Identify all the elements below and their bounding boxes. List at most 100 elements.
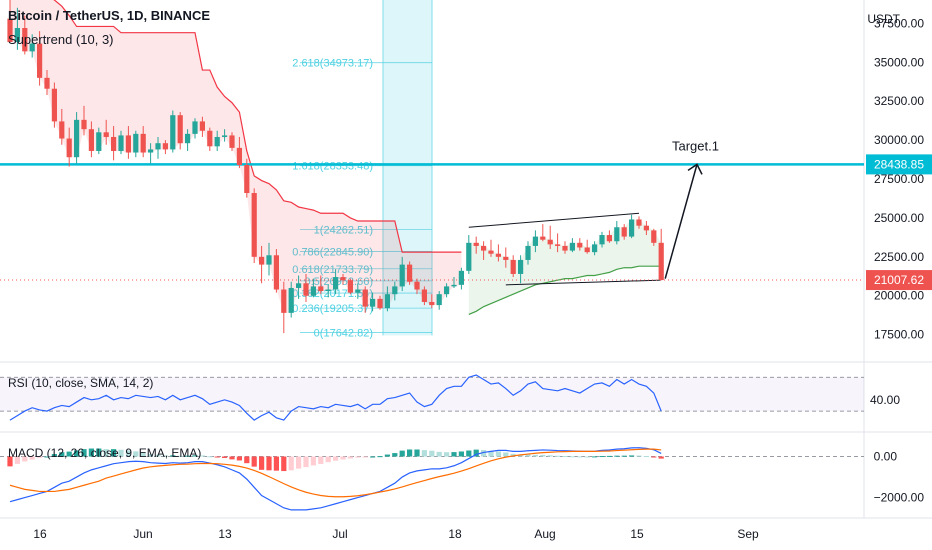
candle-body — [658, 242, 664, 281]
candle-body — [236, 147, 242, 165]
candle-body — [207, 130, 213, 147]
last-price-badge — [866, 270, 932, 291]
time-tick-label: Jun — [133, 527, 152, 541]
macd-histogram-bar — [310, 456, 316, 466]
target-arrow-line — [664, 164, 698, 279]
macd-histogram-bar — [162, 455, 168, 457]
candle-body — [562, 245, 568, 251]
candle-body — [244, 164, 250, 194]
macd-histogram-bar — [199, 455, 205, 457]
candle-body — [7, 18, 13, 43]
macd-histogram-bar — [318, 456, 324, 464]
candle-body — [318, 286, 324, 292]
macd-histogram-bar — [547, 455, 553, 457]
macd-histogram-bar — [251, 456, 257, 467]
target-arrowhead — [687, 163, 703, 175]
macd-histogram-bar — [362, 456, 368, 458]
candle-body — [199, 121, 205, 131]
candle-body — [281, 289, 287, 313]
candle-body — [488, 250, 494, 254]
supertrend-down-line — [53, 0, 462, 253]
candle-body — [296, 283, 302, 288]
macd-histogram-bar — [59, 452, 65, 457]
candle-body — [333, 277, 339, 290]
candle-body — [103, 132, 109, 137]
macd-histogram-bar — [621, 455, 627, 457]
macd-histogram-bar — [192, 455, 198, 457]
macd-histogram-bar — [125, 450, 131, 457]
macd-histogram-bar — [155, 454, 161, 457]
price-tick-label: 35000.00 — [874, 55, 924, 69]
macd-histogram-bar — [266, 456, 272, 471]
macd-histogram-bar — [584, 456, 590, 458]
candle-body — [177, 115, 183, 144]
candle-body — [481, 245, 487, 251]
rsi-label[interactable]: RSI (10, close, SMA, 14, 2) — [8, 376, 154, 390]
macd-histogram-bar — [606, 455, 612, 457]
time-tick-label: 16 — [33, 527, 47, 541]
time-tick-label: Jul — [332, 527, 347, 541]
candle-body — [347, 280, 353, 293]
candle-body — [155, 143, 161, 150]
macd-histogram-bar — [148, 454, 154, 457]
macd-histogram-bar — [177, 455, 183, 457]
macd-histogram-bar — [222, 456, 228, 459]
candle-body — [636, 219, 642, 226]
macd-histogram-bar — [74, 450, 80, 457]
macd-histogram-bar — [451, 452, 457, 457]
macd-histogram-bar — [347, 456, 353, 459]
macd-histogram-bar — [629, 455, 635, 457]
macd-histogram-bar — [7, 456, 13, 467]
price-tick-label: 37500.00 — [874, 16, 924, 30]
candle-body — [192, 121, 198, 134]
time-tick-label: Aug — [534, 527, 555, 541]
supertrend-label[interactable]: Supertrend (10, 3) — [8, 32, 114, 47]
candle-body — [288, 287, 294, 313]
fib-level-label: 0.786(22845.90) — [292, 246, 373, 258]
candle-body — [503, 256, 509, 260]
candle-body — [525, 245, 531, 260]
macd-histogram-bar — [333, 456, 339, 461]
macd-histogram-bar — [592, 456, 598, 458]
candle-body — [148, 149, 154, 153]
macd-histogram-bar — [510, 453, 516, 457]
candle-body — [451, 284, 457, 287]
candle-body — [651, 230, 657, 243]
supertrend-down-fill — [10, 0, 462, 313]
macd-histogram-bar — [458, 451, 464, 457]
candle-body — [421, 289, 427, 302]
macd-histogram-bar — [244, 456, 250, 464]
macd-histogram-bar — [296, 456, 302, 469]
candle-body — [399, 264, 405, 287]
macd-histogram-bar — [96, 448, 102, 457]
macd-histogram-bar — [103, 449, 109, 457]
macd-label[interactable]: MACD (12, 26, close, 9, EMA, EMA) — [8, 446, 202, 460]
price-tick-label: 27500.00 — [874, 172, 924, 186]
candle-body — [614, 227, 620, 242]
candle-body — [532, 236, 538, 246]
price-tick-label: 25000.00 — [874, 211, 924, 225]
candle-body — [14, 28, 20, 43]
candle-body — [37, 43, 43, 78]
macd-histogram-bar — [29, 456, 35, 460]
last-price-label: 21007.62 — [874, 273, 924, 287]
fib-level-label: 0.236(19205.37) — [292, 303, 373, 315]
macd-histogram-bar — [444, 452, 450, 457]
candle-body — [569, 242, 575, 251]
macd-histogram-bar — [407, 449, 413, 457]
supertrend-up-line — [468, 265, 662, 315]
candle-body — [599, 235, 605, 245]
candle-body — [162, 143, 168, 150]
macd-histogram-bar — [577, 456, 583, 458]
macd-histogram-bar — [370, 456, 376, 458]
macd-histogram-bar — [436, 451, 442, 457]
fib-level-label: 1.618(28353.48) — [292, 161, 373, 173]
candle-body — [473, 242, 479, 246]
candle-body — [88, 129, 94, 151]
macd-histogram-bar — [540, 454, 546, 457]
macd-histogram-bar — [599, 456, 605, 458]
candle-body — [629, 219, 635, 237]
fib-level-label: 2.618(34973.17) — [292, 58, 373, 70]
candle-body — [444, 286, 450, 295]
